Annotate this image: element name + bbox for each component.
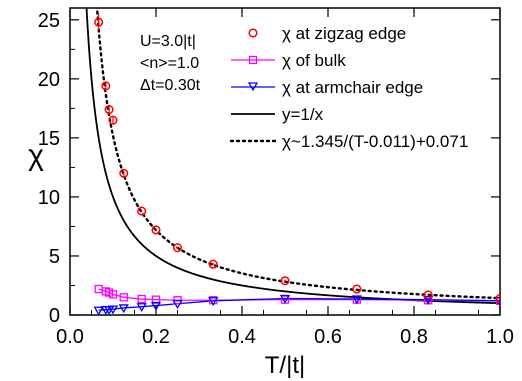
curve-fit-dotted: [95, 8, 500, 300]
x-tick-label: 0.6: [314, 326, 342, 348]
legend: χ at zigzag edge χ of bulk χ at armchair…: [229, 24, 468, 151]
y-tick-label: 15: [38, 128, 60, 150]
y-axis-title: χ: [28, 139, 44, 172]
armchair-point: [136, 303, 147, 313]
armchair-point: [172, 300, 183, 310]
bulk-point: [137, 294, 146, 304]
y-tick-label: 20: [38, 69, 60, 91]
legend-entry-fit: χ~1.345/(T-0.011)+0.071: [229, 132, 468, 151]
zigzag-point: [119, 168, 129, 178]
y-tick-label: 0: [49, 305, 60, 327]
zigzag-point: [101, 81, 111, 91]
x-tick-label: 0.8: [400, 326, 428, 348]
legend-zigzag-label: χ at zigzag edge: [282, 24, 406, 43]
x-tick-label: 0.2: [142, 326, 170, 348]
line-armchair: [98, 297, 500, 311]
zigzag-point: [495, 293, 500, 304]
legend-entry-inverse: y=1/x: [231, 105, 324, 124]
legend-zigzag-marker: [248, 28, 258, 38]
x-tick-label: 1.0: [486, 326, 514, 348]
y-tick-label: 25: [38, 10, 60, 32]
x-tick-label: 0.4: [228, 326, 256, 348]
armchair-point: [150, 301, 162, 311]
legend-entry-zigzag: χ at zigzag edge: [248, 24, 406, 43]
param-dt: Δt=0.30t: [140, 77, 201, 94]
legend-bulk-label: χ of bulk: [282, 51, 346, 70]
param-u: U=3.0|t|: [140, 33, 196, 50]
x-tick-labels: 0.0 0.2 0.4 0.6 0.8 1.0: [56, 326, 514, 348]
zigzag-point: [104, 104, 114, 115]
legend-armchair-marker: [247, 82, 259, 92]
armchair-point: [93, 306, 104, 315]
bulk-point: [119, 293, 128, 302]
armchair-point: [279, 294, 291, 304]
zigzag-point: [423, 290, 433, 300]
legend-entry-armchair: χ at armchair edge: [231, 78, 423, 97]
y-tick-labels: 0 5 10 15 20 25: [38, 10, 60, 327]
y-tick-label: 5: [49, 246, 60, 268]
parameter-annotations: U=3.0|t| <n>=1.0 Δt=0.30t: [140, 33, 201, 94]
zigzag-point: [352, 284, 362, 294]
zigzag-point: [151, 225, 161, 235]
legend-inverse-label: y=1/x: [282, 105, 324, 124]
legend-bulk-marker: [248, 55, 258, 65]
zigzag-point: [94, 17, 104, 27]
zigzag-point: [172, 243, 183, 253]
armchair-point: [423, 296, 434, 305]
armchair-point: [118, 304, 129, 314]
x-axis-title: T/|t|: [265, 352, 305, 379]
plot-frame: [69, 7, 501, 316]
x-tick-label: 0.0: [56, 326, 84, 348]
armchair-markers: [93, 294, 500, 315]
zigzag-markers: [94, 13, 500, 304]
legend-fit-label: χ~1.345/(T-0.011)+0.071: [282, 132, 468, 151]
zigzag-point: [108, 115, 118, 125]
armchair-point: [208, 297, 219, 307]
armchair-point: [351, 295, 362, 305]
zigzag-point: [208, 259, 218, 269]
axis-ticks: [69, 8, 501, 316]
legend-armchair-label: χ at armchair edge: [282, 78, 423, 97]
zigzag-point: [280, 276, 290, 286]
y-tick-label: 10: [38, 187, 60, 209]
armchair-point: [107, 305, 119, 315]
param-n: <n>=1.0: [140, 55, 199, 72]
zigzag-point: [137, 206, 147, 216]
legend-entry-bulk: χ of bulk: [231, 51, 346, 70]
bulk-point: [108, 290, 118, 299]
